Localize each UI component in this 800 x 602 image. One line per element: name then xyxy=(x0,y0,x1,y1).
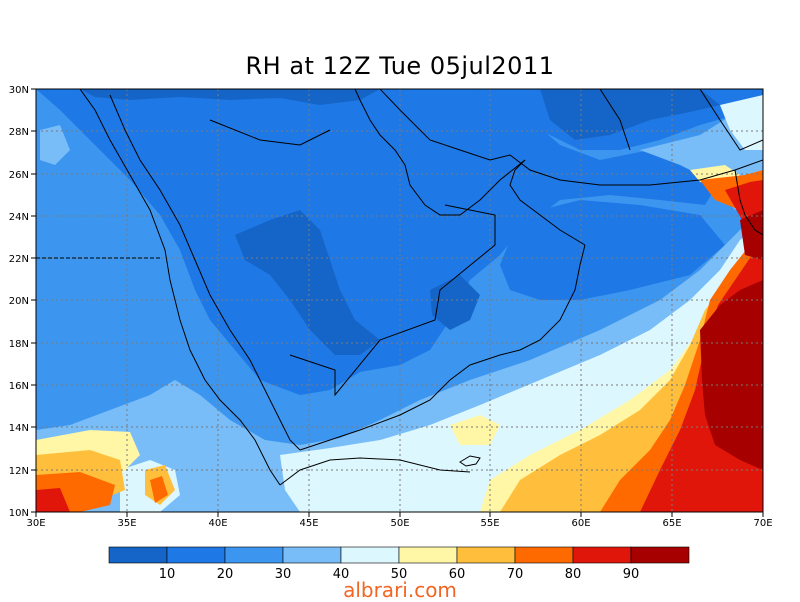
colorbar-label: 90 xyxy=(623,567,640,582)
colorbar-label: 60 xyxy=(449,567,466,582)
colorbar-swatch xyxy=(166,546,226,564)
rh-band-40-50 xyxy=(120,95,763,512)
colorbar-label: 20 xyxy=(217,567,234,582)
rh-band-0-10-iran xyxy=(540,89,720,140)
colorbar-label: 50 xyxy=(391,567,408,582)
rh-band-90-100 xyxy=(700,210,763,470)
rh-band-10-20-sea xyxy=(500,200,725,300)
y-tick-label: 26N xyxy=(9,170,29,181)
watermark-text: albrari.com xyxy=(343,578,457,602)
colorbar-swatch xyxy=(572,546,632,564)
y-tick-labels: 30N 28N 26N 24N 22N 20N 18N 16N 14N 12N … xyxy=(9,85,29,519)
x-tick-label: 65E xyxy=(662,518,681,529)
x-tick-labels: 30E 35E 40E 45E 50E 55E 60E 65E 70E xyxy=(26,518,772,529)
x-tick-label: 30E xyxy=(26,518,45,529)
rh-band-80-90 xyxy=(36,180,763,512)
iran-coast xyxy=(379,89,763,186)
colorbar-label: 40 xyxy=(333,567,350,582)
y-tick-label: 20N xyxy=(9,296,29,307)
y-tick-label: 10N xyxy=(9,508,29,519)
x-tick-label: 55E xyxy=(480,518,499,529)
y-tick-label: 16N xyxy=(9,381,29,392)
colorbar-swatch xyxy=(108,546,168,564)
y-tick-label: 30N xyxy=(9,85,29,96)
colorbar-labels: 10 20 30 40 50 60 70 80 90 xyxy=(159,567,640,582)
x-tick-label: 45E xyxy=(299,518,318,529)
colorbar-swatch xyxy=(340,546,400,564)
colorbar-label: 30 xyxy=(275,567,292,582)
coastlines xyxy=(36,89,763,486)
x-tick-label: 70E xyxy=(753,518,772,529)
red-sea-east-coast xyxy=(109,94,301,451)
rh-band-0-10-nejd xyxy=(235,210,380,355)
colorbar-swatch xyxy=(398,546,458,564)
grid-lines xyxy=(36,89,763,512)
oman-coast xyxy=(509,159,586,246)
gulf-of-aden-north-coast xyxy=(299,244,586,451)
iraq-saudi-border xyxy=(209,119,331,146)
india-pakistan-coast xyxy=(734,169,763,236)
gulf-coast-arabia xyxy=(354,89,526,216)
axis-ticks xyxy=(31,88,764,517)
red-sea-west-coast xyxy=(79,89,281,486)
africa-horn-coast xyxy=(279,457,471,486)
rh-band-30-40-west xyxy=(40,125,70,165)
rh-band-0-10-north xyxy=(80,89,380,105)
colorbar-label: 70 xyxy=(507,567,524,582)
iran-borders xyxy=(599,89,763,151)
rh-band-10-20-north xyxy=(36,89,720,395)
rh-band-0-10-oman xyxy=(430,275,480,330)
map-title: RH at 12Z Tue 05jul2011 xyxy=(245,52,555,80)
colorbar-swatch xyxy=(224,546,284,564)
colorbar-swatch xyxy=(456,546,516,564)
y-tick-label: 12N xyxy=(9,466,29,477)
y-tick-label: 18N xyxy=(9,339,29,350)
y-tick-label: 22N xyxy=(9,254,29,265)
colorbar-label: 80 xyxy=(565,567,582,582)
y-tick-label: 14N xyxy=(9,423,29,434)
arabia-yemen-border xyxy=(289,204,496,397)
colorbar xyxy=(108,546,690,564)
x-tick-label: 60E xyxy=(571,518,590,529)
socotra-island xyxy=(459,455,481,467)
x-tick-label: 40E xyxy=(208,518,227,529)
colorbar-label: 10 xyxy=(159,567,176,582)
colorbar-swatch xyxy=(630,546,690,564)
x-tick-label: 35E xyxy=(117,518,136,529)
colorbar-swatch xyxy=(514,546,574,564)
y-tick-label: 28N xyxy=(9,127,29,138)
colorbar-swatch xyxy=(282,546,342,564)
x-tick-label: 50E xyxy=(390,518,409,529)
y-tick-label: 24N xyxy=(9,212,29,223)
